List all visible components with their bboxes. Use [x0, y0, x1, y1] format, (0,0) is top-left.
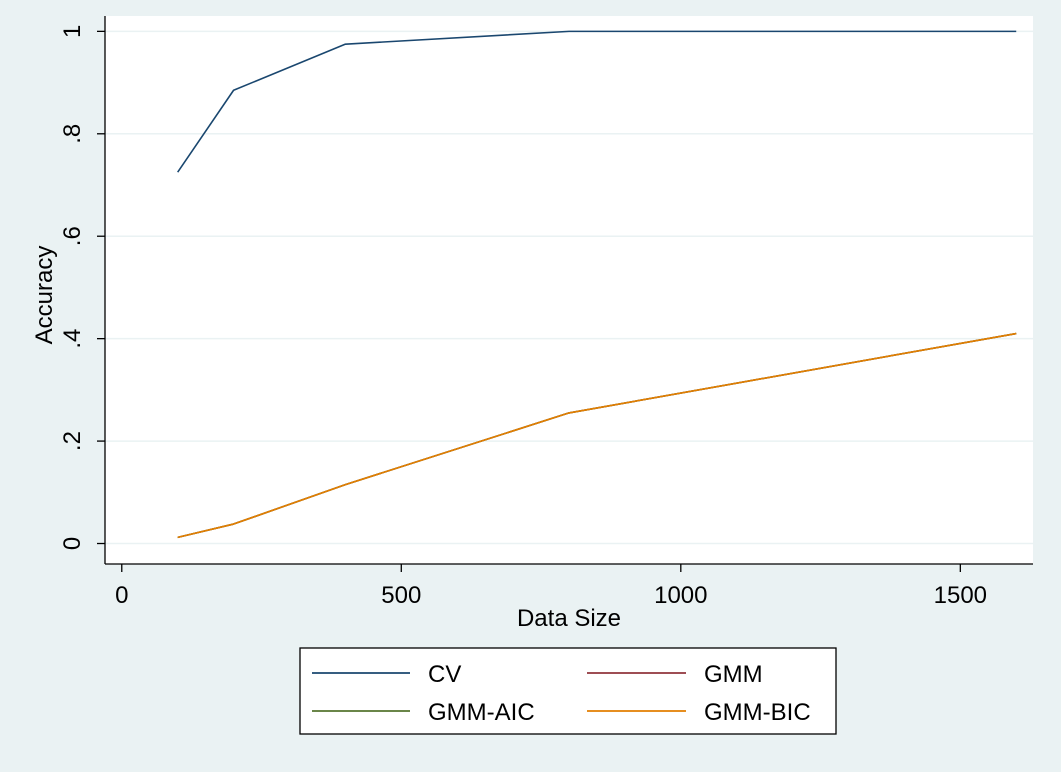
y-axis-label: Accuracy: [31, 246, 58, 345]
series-lines: [177, 30, 1017, 539]
x-tick-label: 1000: [654, 582, 707, 609]
legend-box: [299, 647, 837, 735]
y-tick-label: .8: [59, 124, 86, 144]
y-tick-label: .6: [59, 226, 86, 246]
legend: CV GMM GMM-AIC GMM-BIC: [299, 647, 837, 735]
y-tick-label: 1: [59, 25, 86, 38]
y-tick-label: .4: [59, 329, 86, 349]
x-ticks: 0 500 1000 1500: [115, 564, 987, 609]
x-axis-label: Data Size: [517, 605, 621, 632]
series-line-gmm-bic: [177, 332, 1017, 539]
axes: [104, 16, 1033, 565]
y-ticks: 0 .2 .4 .6 .8 1: [59, 25, 105, 550]
x-tick-label: 500: [381, 582, 421, 609]
legend-label-gmm: GMM: [704, 661, 763, 688]
plot-region: [105, 16, 1033, 564]
x-tick-label: 0: [115, 582, 128, 609]
series-line-cv: [177, 30, 1017, 173]
legend-label-gmm-bic: GMM-BIC: [704, 699, 811, 726]
x-tick-label: 1500: [934, 582, 987, 609]
y-tick-label: .2: [59, 431, 86, 451]
legend-label-gmm-aic: GMM-AIC: [428, 699, 535, 726]
legend-label-cv: CV: [428, 661, 461, 688]
y-tick-label: 0: [59, 537, 86, 550]
